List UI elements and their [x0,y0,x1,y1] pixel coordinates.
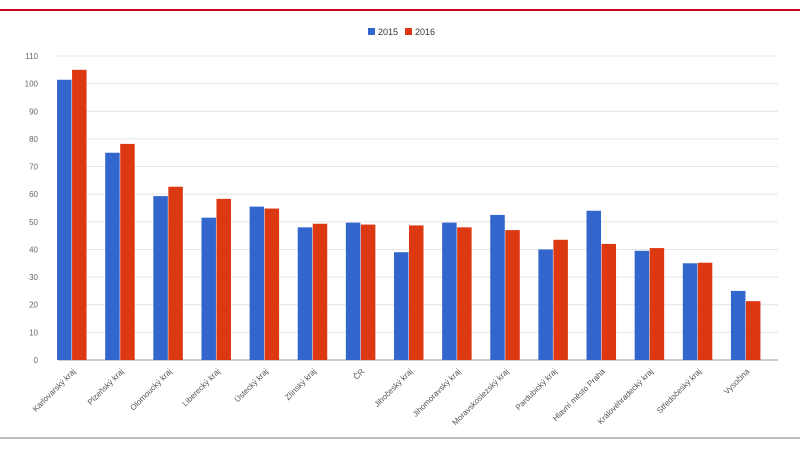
y-tick-label: 70 [29,163,38,172]
y-tick-label: 80 [29,135,38,144]
y-tick-label: 100 [25,80,39,89]
y-tick-label: 110 [25,52,38,61]
bar-2015 [538,249,553,360]
bar-2015 [586,210,602,360]
x-tick-label: Ústecký kraj [233,367,270,404]
y-tick-label: 0 [34,356,39,365]
bar-2016 [601,243,617,360]
y-tick-label: 20 [29,301,38,310]
bar-2015 [249,206,265,360]
x-tick-label: Pardubický kraj [514,367,559,412]
bar-2016 [216,198,231,360]
x-tick-label: Jihočeský kraj [373,367,415,409]
legend-swatch-2016 [405,28,412,35]
x-tick-label: Liberecký kraj [181,367,222,408]
x-tick-label: ČR [352,367,367,382]
bar-2015 [153,196,168,360]
bar-2016 [120,143,135,360]
bar-2015 [442,222,457,360]
bar-2015 [490,214,505,360]
x-tick-label: Středočeský kraj [655,367,703,415]
bar-2015 [297,227,313,360]
bar-2016 [745,301,761,360]
bottom-divider [0,437,800,439]
bar-2016 [312,223,328,360]
legend-label: 2016 [415,27,435,37]
top-accent-line [0,9,800,11]
legend-swatch-2015 [368,28,375,35]
bar-2015 [682,263,698,360]
bar-2016 [409,225,424,360]
bar-2016 [457,227,472,360]
x-tick-label: Královéhradecký kraj [596,367,655,426]
legend-label: 2015 [378,27,398,37]
bar-2015 [201,217,216,360]
bar-2016 [697,262,713,360]
bar-2015 [57,79,72,360]
x-tick-label: Hlavní město Praha [551,367,607,423]
y-tick-label: 90 [29,107,38,116]
bar-2015 [730,290,746,360]
bar-2016 [264,208,280,360]
y-tick-label: 50 [29,218,38,227]
y-tick-label: 10 [29,328,38,337]
y-tick-label: 60 [29,190,38,199]
bar-2015 [394,252,409,360]
bar-2015 [105,152,120,360]
bar-2016 [649,248,665,360]
bar-2016 [168,186,183,360]
x-tick-label: Olomoucký kraj [128,367,174,413]
x-tick-label: Karlovarský kraj [31,367,78,414]
bar-2015 [634,250,650,360]
y-tick-label: 40 [29,245,38,254]
bar-2015 [345,222,361,360]
x-tick-label: Zlínský kraj [283,367,318,402]
x-tick-label: Jihomoravský kraj [411,367,463,419]
bar-2016 [360,224,376,360]
x-tick-label: Plzeňský kraj [86,367,126,407]
bar-2016 [505,230,520,360]
bar-2016 [553,239,568,360]
x-tick-label: Vysočina [722,367,751,396]
bar-2016 [72,69,87,361]
y-tick-label: 30 [29,273,38,282]
